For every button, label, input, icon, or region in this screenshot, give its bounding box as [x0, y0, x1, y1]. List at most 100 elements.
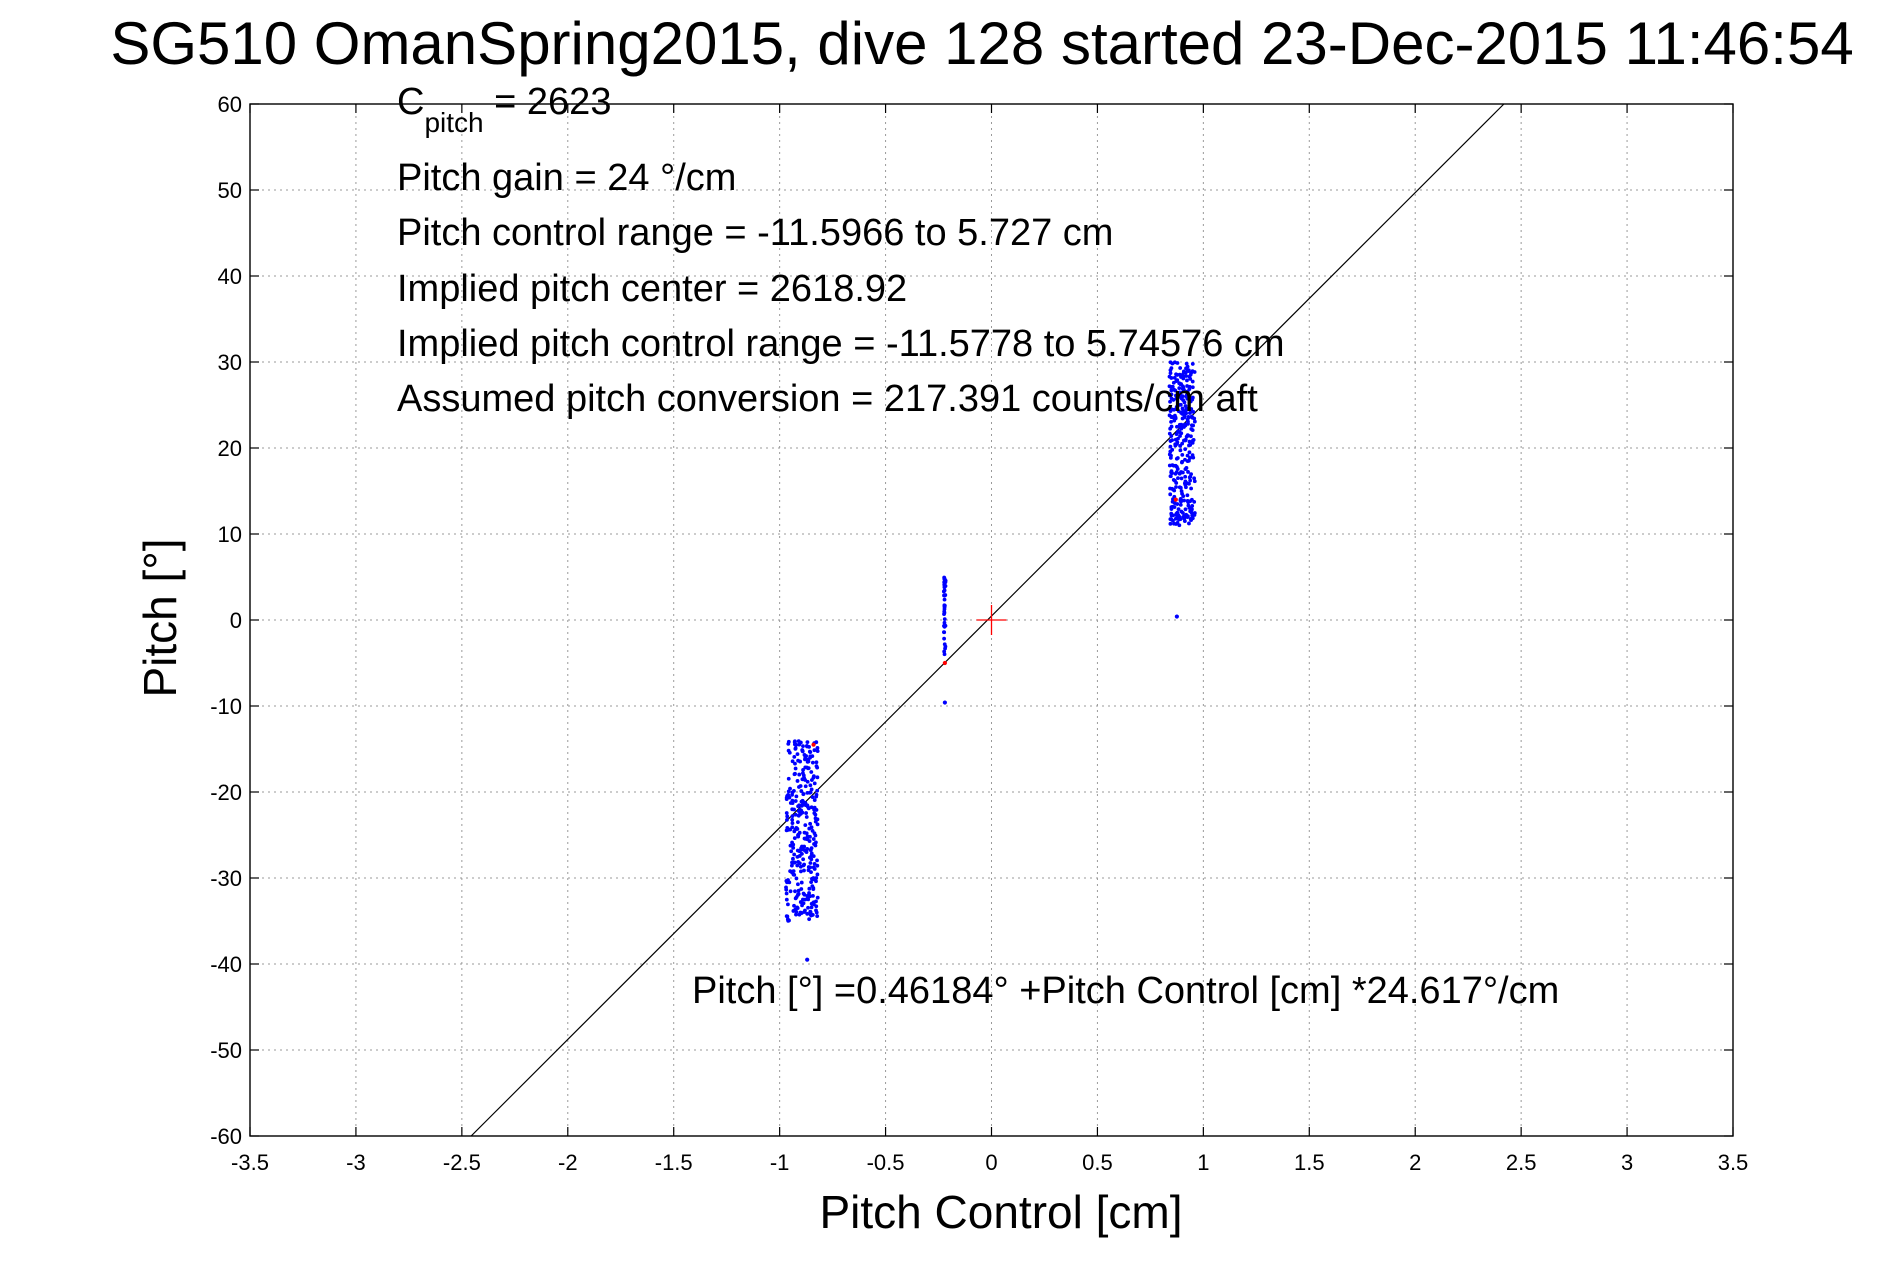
- data-point: [1181, 375, 1186, 380]
- x-tick-label: -0.5: [867, 1150, 905, 1175]
- data-point: [1176, 476, 1180, 481]
- data-point: [1178, 448, 1183, 453]
- x-tick-label: -2.5: [443, 1150, 481, 1175]
- x-tick-label: 3: [1621, 1150, 1633, 1175]
- data-point: [814, 876, 819, 880]
- data-point: [1168, 399, 1172, 404]
- data-point: [1174, 432, 1179, 437]
- data-point: [809, 825, 814, 830]
- data-point: [806, 865, 811, 869]
- data-point: [1180, 452, 1185, 457]
- x-tick-label: 3.5: [1718, 1150, 1749, 1175]
- data-point: [801, 773, 806, 778]
- data-point: [1170, 471, 1175, 476]
- data-point: [1187, 439, 1192, 444]
- data-point: [1181, 384, 1185, 389]
- data-point: [1176, 409, 1181, 414]
- data-point: [1190, 428, 1195, 433]
- data-point: [1169, 513, 1174, 518]
- data-point: [787, 827, 792, 832]
- data-point: [805, 740, 810, 745]
- data-point: [1172, 360, 1177, 365]
- data-point: [811, 893, 815, 898]
- data-point: [1184, 481, 1189, 486]
- data-point: [942, 585, 947, 590]
- data-point: [795, 752, 800, 757]
- data-point: [815, 749, 820, 754]
- data-point: [808, 910, 813, 915]
- data-point: [802, 836, 807, 841]
- data-point: [942, 630, 947, 635]
- data-point: [794, 909, 799, 914]
- data-point: [1183, 507, 1188, 512]
- data-point: [1172, 505, 1177, 509]
- data-point: [1174, 396, 1179, 401]
- y-tick-label: -40: [210, 952, 242, 977]
- data-point: [1190, 379, 1195, 384]
- data-point: [1175, 502, 1180, 506]
- data-point: [1167, 452, 1172, 457]
- data-point: [814, 792, 819, 797]
- data-point: [1169, 517, 1174, 522]
- data-point: [1178, 502, 1183, 507]
- data-point: [793, 747, 798, 751]
- y-axis-label: Pitch [°]: [134, 538, 186, 697]
- data-point: [1180, 510, 1185, 515]
- x-tick-label: -2: [558, 1150, 578, 1175]
- center-marker-layer: [976, 605, 1007, 635]
- data-point: [1188, 516, 1193, 521]
- data-point: [1175, 467, 1180, 471]
- data-point: [792, 872, 797, 877]
- data-point: [786, 776, 791, 781]
- data-point: [815, 914, 820, 919]
- data-point: [1174, 522, 1178, 526]
- data-point: [1180, 372, 1185, 377]
- fit-equation-annotation: Pitch [°] =0.46184° +Pitch Control [cm] …: [692, 970, 1559, 1012]
- c-pitch-value: = 2623: [484, 81, 612, 123]
- data-point: [1167, 463, 1172, 468]
- data-point: [799, 911, 804, 915]
- data-point: [1180, 441, 1185, 446]
- data-point: [1182, 413, 1187, 418]
- data-point: [784, 885, 788, 890]
- data-point: [1171, 463, 1176, 468]
- data-point: [1178, 485, 1183, 490]
- data-point: [1171, 477, 1176, 482]
- data-point: [784, 811, 789, 815]
- data-point: [1188, 443, 1193, 447]
- data-point: [1168, 449, 1173, 454]
- x-tick-label: 2: [1409, 1150, 1421, 1175]
- data-point: [796, 888, 801, 893]
- data-point: [795, 863, 800, 868]
- data-point: [942, 660, 947, 666]
- data-point: [812, 807, 816, 812]
- data-point: [812, 862, 817, 866]
- data-point: [942, 649, 947, 654]
- data-point: [797, 830, 802, 835]
- data-point: [804, 811, 808, 815]
- data-point: [1168, 384, 1173, 389]
- data-point: [1192, 479, 1197, 484]
- data-point: [807, 891, 811, 895]
- data-point: [786, 902, 790, 907]
- data-point: [1182, 409, 1187, 414]
- data-point: [1172, 375, 1177, 380]
- data-point: [798, 848, 803, 852]
- data-point: [942, 642, 947, 647]
- data-point: [803, 778, 807, 782]
- data-point: [1168, 444, 1173, 449]
- data-point: [1176, 436, 1180, 441]
- data-point: [790, 807, 795, 812]
- data-point: [1178, 402, 1183, 407]
- data-point: [801, 744, 805, 749]
- data-point: [1185, 378, 1189, 383]
- data-point: [799, 789, 804, 793]
- control-range-annotation: Pitch control range = -11.5966 to 5.727 …: [397, 212, 1113, 254]
- data-point: [794, 895, 799, 899]
- data-point: [798, 759, 803, 764]
- data-point: [784, 891, 789, 896]
- x-tick-label: 1: [1197, 1150, 1209, 1175]
- data-point: [1189, 423, 1194, 428]
- data-point: [814, 740, 819, 745]
- data-point: [795, 906, 800, 911]
